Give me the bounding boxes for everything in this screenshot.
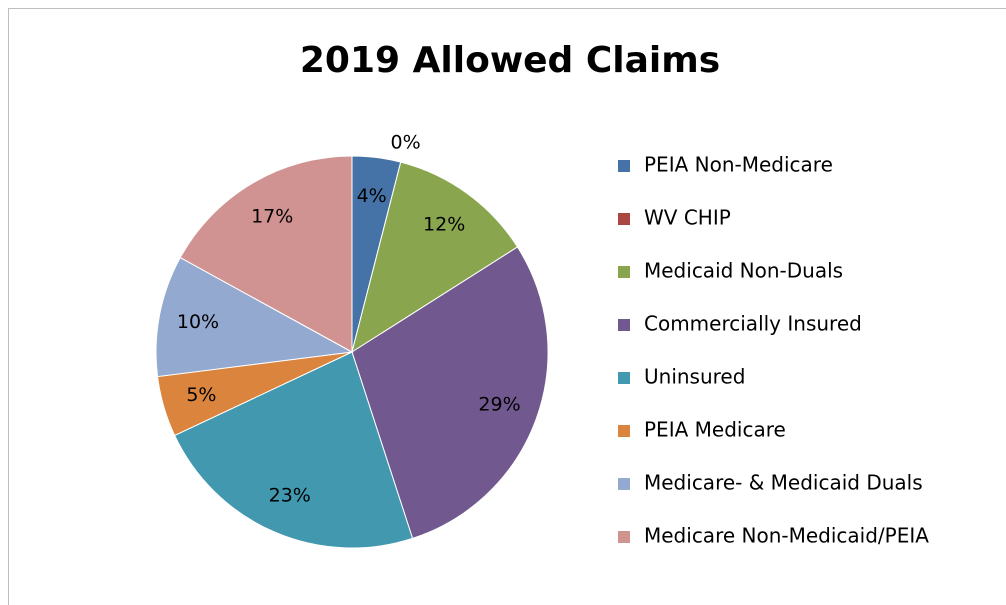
pie-slice <box>351 161 519 354</box>
legend-label: Commercially Insured <box>644 312 862 336</box>
legend-swatch <box>618 531 630 543</box>
legend-swatch <box>618 160 630 172</box>
data-label: 12% <box>423 214 465 236</box>
legend-swatch <box>618 478 630 490</box>
legend-label: WV CHIP <box>644 206 731 230</box>
pie-slice <box>351 246 549 540</box>
legend-swatch <box>618 319 630 331</box>
legend-swatch <box>618 372 630 384</box>
data-label: 5% <box>186 384 216 406</box>
legend-swatch <box>618 213 630 225</box>
legend-label: Medicare Non-Medicaid/PEIA <box>644 524 929 548</box>
pie-slice <box>155 256 354 378</box>
legend-label: PEIA Non-Medicare <box>644 153 833 177</box>
legend-label: Medicare- & Medicaid Duals <box>644 471 923 495</box>
legend-label: Medicaid Non-Duals <box>644 259 843 283</box>
data-label: 29% <box>478 394 520 416</box>
data-label: 4% <box>357 185 387 207</box>
legend-swatch <box>618 425 630 437</box>
data-label: 10% <box>177 311 219 333</box>
data-label: 23% <box>269 484 311 506</box>
pie-slice <box>173 351 414 549</box>
data-label: 17% <box>251 206 293 228</box>
data-label: 0% <box>391 132 421 154</box>
pie-slice <box>179 155 353 353</box>
chart-title: 2019 Allowed Claims <box>300 40 720 81</box>
legend-label: PEIA Medicare <box>644 418 786 442</box>
legend-swatch <box>618 266 630 278</box>
legend-label: Uninsured <box>644 365 745 389</box>
